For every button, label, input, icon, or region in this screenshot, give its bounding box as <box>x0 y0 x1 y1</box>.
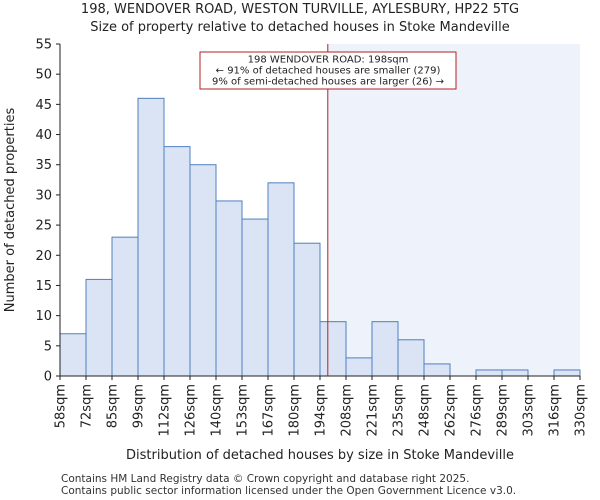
x-tick-label: 221sqm <box>366 384 381 437</box>
x-tick-label: 276sqm <box>470 384 485 437</box>
x-axis-label: Distribution of detached houses by size … <box>126 448 514 463</box>
annotation-line: 9% of semi-detached houses are larger (2… <box>212 77 444 88</box>
bar <box>423 363 451 377</box>
y-axis-label: Number of detached properties <box>3 108 18 313</box>
x-tick-label: 99sqm <box>132 384 147 428</box>
x-tick-label: 153sqm <box>236 384 251 437</box>
chart-title: 198, WENDOVER ROAD, WESTON TURVILLE, AYL… <box>80 2 520 17</box>
bar <box>85 278 113 377</box>
y-tick-label: 25 <box>35 219 52 234</box>
footer-line-1: Contains HM Land Registry data © Crown c… <box>61 473 470 485</box>
bar <box>267 182 295 377</box>
y-tick-label: 5 <box>44 339 52 354</box>
x-tick-label: 112sqm <box>158 384 173 437</box>
bar <box>475 369 503 377</box>
bar <box>397 339 425 377</box>
annotation-line: ← 91% of detached houses are smaller (27… <box>216 66 441 77</box>
x-tick-label: 58sqm <box>54 384 69 428</box>
x-tick-label: 303sqm <box>522 384 537 437</box>
x-tick-label: 167sqm <box>262 384 277 437</box>
y-tick-label: 10 <box>35 309 52 324</box>
x-tick-label: 235sqm <box>392 384 407 437</box>
footer-line-2: Contains public sector information licen… <box>61 485 517 497</box>
x-tick-label: 248sqm <box>418 384 433 437</box>
bar <box>241 218 269 377</box>
x-tick-label: 194sqm <box>314 384 329 437</box>
bar <box>371 321 399 377</box>
bar <box>553 369 581 377</box>
bar <box>293 242 321 377</box>
x-tick-label: 126sqm <box>184 384 199 437</box>
y-tick-label: 15 <box>35 279 52 294</box>
bar <box>345 357 373 377</box>
x-tick-label: 180sqm <box>288 384 303 437</box>
bar <box>501 369 529 377</box>
y-tick-label: 20 <box>35 249 52 264</box>
annotation-box <box>199 51 457 90</box>
x-tick-label: 330sqm <box>574 384 589 437</box>
y-tick-label: 50 <box>35 68 52 83</box>
y-tick-label: 0 <box>44 370 52 385</box>
y-tick-label: 55 <box>35 38 52 53</box>
x-tick-label: 85sqm <box>106 384 121 428</box>
larger-region-shade <box>327 44 580 376</box>
bar <box>137 97 165 377</box>
bar <box>111 236 139 377</box>
bar <box>189 164 217 377</box>
x-tick-label: 140sqm <box>210 384 225 437</box>
annotation-line: 198 WENDOVER ROAD: 198sqm <box>248 55 409 66</box>
x-tick-label: 262sqm <box>444 384 459 437</box>
bar <box>163 146 191 377</box>
y-tick-label: 35 <box>35 158 52 173</box>
bar <box>319 321 347 377</box>
y-tick-label: 30 <box>35 188 52 203</box>
x-tick-label: 316sqm <box>548 384 563 437</box>
x-tick-label: 72sqm <box>80 384 95 428</box>
chart-subtitle: Size of property relative to detached ho… <box>90 20 510 35</box>
y-tick-label: 40 <box>35 128 52 143</box>
bar <box>215 200 243 377</box>
y-tick-label: 45 <box>35 98 52 113</box>
x-tick-label: 289sqm <box>496 384 511 437</box>
x-tick-label: 208sqm <box>340 384 355 437</box>
bar <box>59 333 87 377</box>
